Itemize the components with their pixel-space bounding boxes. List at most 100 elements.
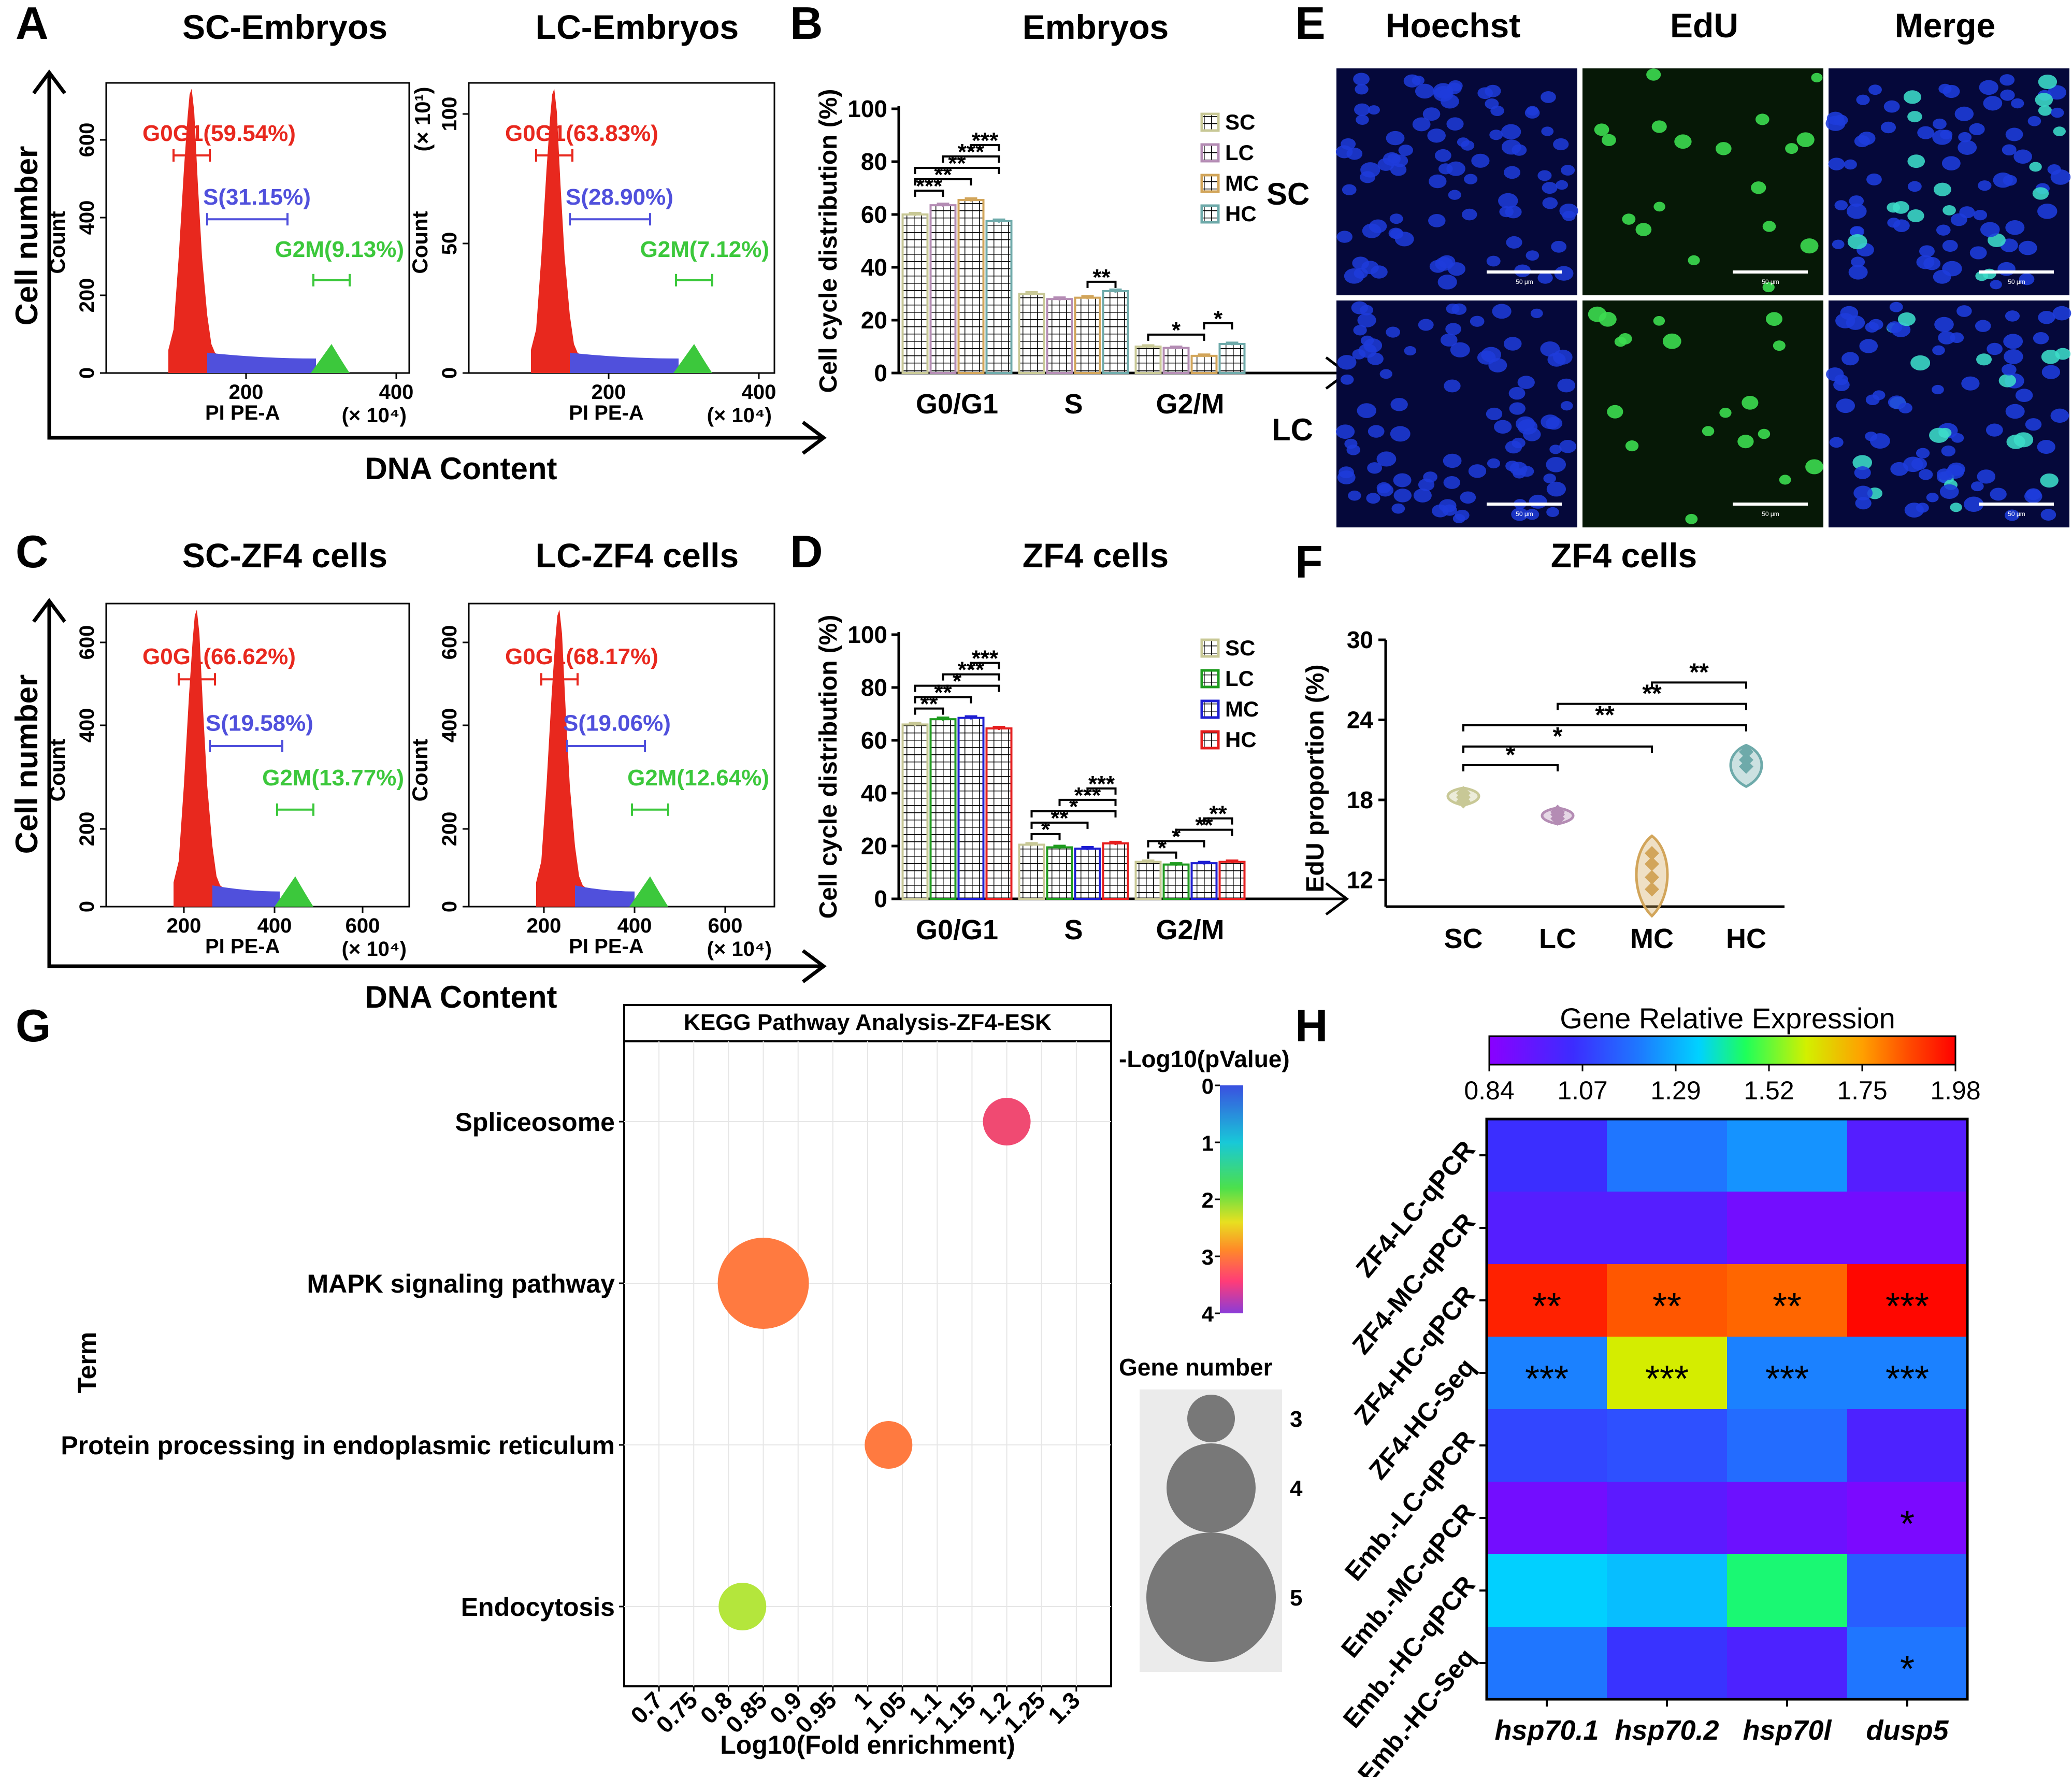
significance-label: *** — [972, 646, 999, 671]
edu-nucleus — [1599, 312, 1617, 327]
merged-nucleus — [1887, 202, 1901, 213]
merged-nucleus — [2040, 473, 2059, 488]
nucleus — [1515, 416, 1535, 432]
merged-nucleus — [1888, 395, 1906, 409]
pi-pe-a-label: PI PE-A — [205, 402, 280, 424]
edu-nucleus — [1800, 238, 1819, 254]
size-legend-label: 5 — [1290, 1585, 1302, 1611]
merged-nucleus — [1942, 261, 1962, 277]
y-axis-label: Term — [73, 1332, 102, 1394]
merged-nucleus — [1973, 209, 1988, 221]
heatmap-cell — [1487, 1482, 1607, 1554]
g2m-peak — [673, 344, 712, 373]
y-tick-label: 0 — [76, 901, 98, 912]
merged-nucleus — [1903, 90, 1921, 104]
nucleus — [1370, 265, 1388, 279]
significance-label: *** — [958, 139, 985, 165]
bar — [1162, 863, 1190, 900]
g2m-label: G2M(7.12%) — [640, 237, 769, 262]
heatmap-cell — [1847, 1264, 1967, 1337]
merged-nucleus — [2050, 408, 2069, 423]
g0g1-label: G0G1(66.62%) — [142, 644, 296, 669]
merged-nucleus — [1964, 496, 1984, 512]
heatmap-cell — [1607, 1627, 1727, 1699]
merged-nucleus — [1880, 121, 1896, 134]
colorbar-tick-label: 1.29 — [1650, 1076, 1701, 1105]
significance-bracket — [970, 144, 1000, 151]
merged-nucleus — [1932, 384, 1944, 395]
merged-nucleus — [1978, 180, 1992, 191]
merged-nucleus — [1887, 218, 1901, 228]
heatmap-cell — [1727, 1192, 1847, 1264]
nucleus — [1440, 333, 1458, 347]
y-tick-label: 20 — [861, 833, 887, 859]
colorbar-tick-label: 0.84 — [1464, 1076, 1514, 1105]
nucleus — [1391, 503, 1405, 514]
legend-label: SC — [1225, 636, 1255, 660]
heatmap-cell — [1487, 1554, 1607, 1627]
y-tick-label: 200 — [438, 812, 461, 847]
nucleus — [1530, 308, 1543, 319]
significance-bracket — [1651, 681, 1747, 689]
legend-swatch — [1200, 174, 1220, 193]
merged-nucleus — [1936, 468, 1952, 480]
merged-nucleus — [1970, 481, 1984, 492]
heatmap-gene-expression: Gene Relative Expression 0.84 1.07 1.29 1.52… — [1335, 1002, 1981, 1777]
merged-nucleus — [1923, 257, 1941, 270]
nucleus — [1486, 407, 1503, 421]
y-tick-label: 100 — [438, 97, 461, 132]
nucleus — [1337, 355, 1357, 370]
heatmap-frame — [1485, 1117, 1969, 1701]
nucleus — [1457, 137, 1470, 147]
nucleus — [1446, 303, 1460, 314]
merged-nucleus — [1936, 224, 1951, 236]
bar — [901, 213, 929, 374]
merged-nucleus — [1939, 484, 1959, 499]
merged-nucleus — [2052, 306, 2071, 321]
panel-letter-e: E — [1295, 0, 1326, 49]
merged-nucleus — [1938, 83, 1952, 94]
nucleus — [1344, 438, 1358, 449]
merged-nucleus — [1851, 256, 1865, 268]
nucleus — [1388, 227, 1403, 239]
panel-e: E Hoechst EdU Merge SC LC 50 μm 50 μm 50 μ… — [1267, 0, 2071, 527]
nucleus — [1412, 117, 1431, 132]
merged-nucleus — [1868, 319, 1883, 331]
merged-nucleus — [1866, 173, 1882, 185]
heatmap-cell — [1607, 1337, 1727, 1409]
panel-c-y-arrow — [32, 598, 66, 623]
nucleus — [1499, 206, 1514, 218]
nucleus — [1353, 73, 1370, 85]
bar — [1018, 293, 1045, 374]
nucleus — [1353, 325, 1367, 336]
merged-nucleus — [1834, 200, 1848, 210]
significance-bracket — [1147, 851, 1177, 859]
g0g1-label: G0G1(59.54%) — [142, 121, 296, 146]
significance-bracket — [1086, 280, 1117, 288]
x-tick-label: 400 — [742, 381, 776, 404]
significance-label: ** — [1092, 265, 1111, 290]
heatmap-cell — [1487, 1337, 1607, 1409]
significance-label: *** — [1074, 783, 1101, 808]
size-legend-title: Gene number — [1119, 1354, 1273, 1381]
merged-nucleus — [2013, 149, 2032, 164]
nucleus — [1386, 131, 1405, 146]
heatmap-colorbar — [1488, 1035, 1956, 1066]
edu-nucleus — [1662, 333, 1681, 349]
x-tick-label: 200 — [592, 381, 626, 404]
column-label: dusp5 — [1866, 1715, 1949, 1746]
significance-bracket — [1147, 333, 1205, 341]
merged-nucleus — [1942, 205, 1956, 216]
histogram-lc-zf4: G0G1(68.17%) S(19.06%) G2M(12.64%) 0 200 400 6… — [408, 603, 775, 961]
y-tick-label: 0 — [438, 367, 461, 379]
merged-nucleus — [1990, 488, 2007, 501]
nucleus — [1517, 376, 1535, 389]
heatmap-cell — [1847, 1409, 1967, 1482]
nucleus — [1541, 126, 1554, 136]
y-tick-label: 24 — [1347, 707, 1374, 734]
y-tick-label: 200 — [76, 278, 98, 313]
histogram-frame — [468, 603, 775, 908]
nucleus — [1337, 470, 1356, 484]
x-tick-label: 0.75 — [651, 1686, 702, 1738]
heatmap-cell — [1847, 1482, 1967, 1554]
